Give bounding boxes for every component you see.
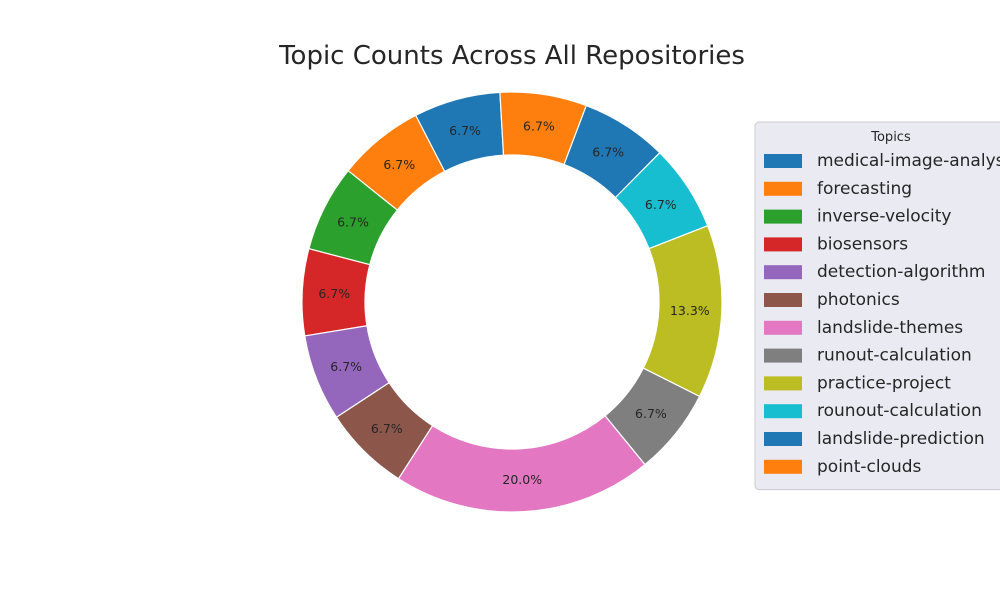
legend-title: Topics	[870, 130, 911, 145]
pct-label-landslide-themes: 20.0%	[502, 472, 542, 487]
legend-swatch-point-clouds	[764, 459, 802, 474]
pct-label-forecasting: 6.7%	[383, 157, 415, 172]
legend-swatch-runout-calculation	[764, 348, 802, 363]
legend-swatch-biosensors	[764, 237, 802, 252]
legend-label-runout-calculation: runout-calculation	[817, 346, 972, 366]
pct-label-photonics: 6.7%	[371, 421, 403, 436]
legend-label-detection-algorithm: detection-algorithm	[817, 262, 985, 282]
legend-label-landslide-prediction: landslide-prediction	[817, 429, 985, 449]
legend-label-biosensors: biosensors	[817, 234, 908, 254]
legend-swatch-rounout-calculation	[764, 404, 802, 419]
legend-label-rounout-calculation: rounout-calculation	[817, 401, 982, 421]
donut-slices	[301, 91, 723, 513]
pct-label-inverse-velocity: 6.7%	[337, 215, 369, 230]
pct-label-point-clouds: 6.7%	[523, 119, 555, 134]
legend-swatch-landslide-themes	[764, 320, 802, 335]
legend-swatch-detection-algorithm	[764, 265, 802, 280]
slice-point-clouds	[499, 91, 588, 166]
pct-label-landslide-prediction: 6.7%	[592, 145, 624, 160]
legend-box	[754, 121, 1000, 491]
legend-label-inverse-velocity: inverse-velocity	[817, 207, 951, 227]
legend-label-landslide-themes: landslide-themes	[817, 318, 963, 338]
pct-label-rounout-calculation: 6.7%	[645, 197, 677, 212]
legend-label-medical-image-analysis: medical-image-analysis	[817, 151, 1000, 171]
legend: Topics medical-image-analysis forecasting…	[754, 121, 1000, 491]
pct-label-detection-algorithm: 6.7%	[330, 359, 362, 374]
percent-labels: 6.7% 6.7% 6.7% 6.7% 6.7% 6.7% 20.0% 6.7% 13.3% 6.…	[318, 119, 709, 488]
chart-title: Topic Counts Across All Repositories	[278, 41, 745, 71]
pct-label-runout-calculation: 6.7%	[635, 406, 667, 421]
legend-swatch-forecasting	[764, 181, 802, 196]
pct-label-biosensors: 6.7%	[318, 286, 350, 301]
pct-label-medical-image-analysis: 6.7%	[449, 123, 481, 138]
legend-label-photonics: photonics	[817, 290, 900, 310]
slice-landslide-themes	[397, 414, 646, 513]
legend-label-practice-project: practice-project	[817, 373, 951, 393]
legend-swatch-inverse-velocity	[764, 209, 802, 224]
legend-label-point-clouds: point-clouds	[817, 457, 922, 477]
legend-label-forecasting: forecasting	[817, 179, 912, 199]
legend-swatch-landslide-prediction	[764, 432, 802, 446]
legend-swatch-photonics	[764, 293, 802, 307]
legend-swatch-medical-image-analysis	[764, 154, 802, 168]
legend-swatch-practice-project	[764, 376, 802, 391]
pct-label-practice-project: 13.3%	[670, 303, 710, 318]
